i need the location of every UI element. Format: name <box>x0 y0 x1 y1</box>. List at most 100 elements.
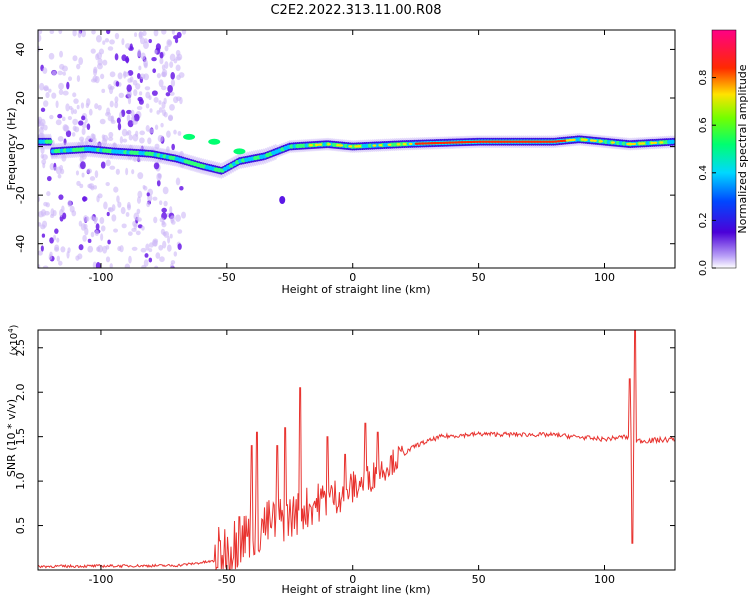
spectrogram-cell <box>148 38 152 44</box>
spectrogram-cell <box>38 30 43 35</box>
spectrogram-cell <box>54 228 59 234</box>
spectrogram-cell <box>153 162 160 170</box>
spectrogram-cell <box>523 140 528 143</box>
spectrogram-cell <box>66 81 70 90</box>
spectrogram-cell <box>167 84 173 93</box>
spectrogram-cell <box>93 185 97 190</box>
spectrogram-cell <box>131 246 138 251</box>
spectrogram-cell <box>106 30 111 35</box>
spectrogram-cell <box>163 200 168 207</box>
spectrogram-cell <box>58 260 63 266</box>
spectrogram-cell <box>493 140 498 143</box>
spectrogram-cell <box>119 245 124 253</box>
spectrogram-cell <box>164 45 169 52</box>
spectrogram-cell <box>40 118 46 127</box>
spectrogram-cell <box>611 141 616 144</box>
spectrogram-cell <box>502 140 507 143</box>
spectrogram-cell <box>143 41 149 49</box>
spectrogram-cell <box>87 183 93 189</box>
spectrogram-cell <box>95 261 101 268</box>
spectrogram-cell <box>78 57 84 66</box>
spectrogram-cell <box>51 92 57 99</box>
spectrogram-cell <box>43 100 49 107</box>
spectrogram-cell <box>475 140 480 143</box>
spectrogram-cell <box>173 35 179 40</box>
spectrogram-cell <box>86 98 91 107</box>
spectrogram-cell <box>157 134 164 143</box>
spectrogram-cell <box>91 133 96 140</box>
spectrogram-cell <box>571 138 576 142</box>
spectrogram-cell <box>84 117 88 124</box>
y-tick-label: 0.5 <box>14 517 27 535</box>
spectrogram-x-ticks: -100 -50 0 50 100 <box>88 30 615 284</box>
spectrogram-cell <box>81 127 86 136</box>
spectrogram-cell <box>174 38 179 44</box>
spectrogram-cell <box>38 34 42 42</box>
spectrogram-cell <box>135 130 139 137</box>
spectrogram-cell <box>94 103 99 110</box>
spectrogram-cell <box>81 30 86 38</box>
spectrogram-cell <box>89 176 96 181</box>
x-tick-label: 100 <box>594 573 615 586</box>
spectrogram-cell <box>45 91 50 99</box>
spectrogram-cell <box>154 124 159 130</box>
spectrogram-cell <box>63 125 70 132</box>
colorbar-label: Normalized spectral amplitude <box>736 64 749 233</box>
spectrogram-cell <box>517 140 522 143</box>
spectrogram-cell <box>164 61 169 69</box>
spectrogram-cell <box>173 129 177 135</box>
spectrogram-cell <box>95 34 102 43</box>
spectrogram-cell <box>82 234 87 242</box>
y-tick-label: 2.5 <box>14 339 27 357</box>
spectrogram-cell <box>279 196 286 204</box>
spectrogram-cell <box>106 211 110 217</box>
spectrogram-cell <box>107 84 112 90</box>
spectrogram-cell <box>100 225 106 232</box>
spectrogram-cell <box>62 212 67 220</box>
spectrogram-cell <box>126 109 132 115</box>
spectrogram-cell <box>453 141 458 144</box>
spectrogram-cell <box>133 89 138 97</box>
spectrogram-cell <box>105 256 111 263</box>
spectrogram-cell <box>520 140 525 143</box>
spectrogram-cell <box>233 148 246 155</box>
spectrogram-cell <box>159 51 164 59</box>
spectrogram-cell <box>38 250 43 256</box>
spectrogram-cell <box>179 185 184 191</box>
spectrogram-cell <box>175 56 181 61</box>
spectrogram-cell <box>438 141 443 145</box>
spectrogram-cell <box>65 130 72 138</box>
spectrogram-cell <box>478 140 483 143</box>
spectrogram-cell <box>105 159 111 167</box>
y-tick-label: 1.5 <box>14 428 27 446</box>
spectrogram-cell <box>136 217 142 222</box>
spectrogram-cell <box>40 107 46 113</box>
spectrogram-cell <box>68 76 73 82</box>
spectrogram-cell <box>426 142 431 145</box>
spectrogram-cell <box>111 214 117 222</box>
spectrogram-cell <box>463 140 468 144</box>
spectrogram-cell <box>526 140 531 143</box>
spectrogram-cell <box>49 163 55 171</box>
spectrogram-cell <box>149 108 153 113</box>
spectrogram-cell <box>97 244 104 253</box>
spectrogram-cell <box>141 225 145 231</box>
snr-y-ticks: 0.5 1.0 1.5 2.0 2.5 <box>14 339 675 534</box>
spectrogram-cell <box>166 130 171 138</box>
spectrogram-cell <box>129 76 134 83</box>
spectrogram-cell <box>135 83 141 90</box>
y-tick-label: -20 <box>14 186 27 204</box>
spectrogram-cell <box>156 110 160 115</box>
spectrogram-cell <box>177 131 182 136</box>
spectrogram-cell <box>102 40 106 45</box>
spectrogram-cell <box>57 173 62 179</box>
spectrogram-cell <box>169 61 174 68</box>
spectrogram-cell <box>208 138 221 145</box>
x-tick-label: -100 <box>88 271 113 284</box>
spectrogram-cell <box>535 140 540 143</box>
spectrogram-cell <box>158 244 164 251</box>
spectrogram-cell <box>155 252 161 259</box>
colorbar-tick-label: 0.2 <box>698 212 709 228</box>
spectrogram-cell <box>73 109 78 115</box>
spectrogram-cell <box>161 101 166 109</box>
